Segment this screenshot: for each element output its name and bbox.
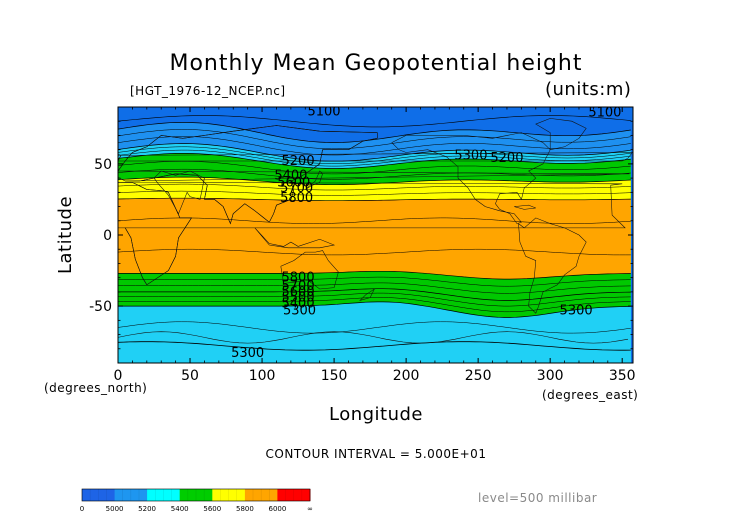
coastlines	[118, 118, 633, 344]
contour-orange-n	[118, 217, 631, 224]
coastline-1	[153, 170, 205, 215]
colorbar-tick-label: 5600	[203, 505, 221, 513]
colorbar-segment	[212, 489, 246, 501]
contour-polar-n	[118, 115, 631, 128]
x-tick-label: 300	[537, 368, 564, 384]
colorbar-tick-label: 5200	[138, 505, 156, 513]
contour-label: 5200	[490, 151, 523, 166]
contour-orange-s	[118, 248, 631, 256]
colorbar-tick-label: 6000	[268, 505, 286, 513]
y-tick-label: 0	[103, 228, 112, 244]
contour-label: 5300	[231, 346, 264, 361]
contour-polar-s	[118, 341, 631, 351]
coastline-antarctica	[118, 331, 629, 344]
coastline-3	[280, 250, 339, 290]
x-tick-label: 100	[249, 368, 276, 384]
contour-interval-text: CONTOUR INTERVAL = 5.000E+01	[266, 447, 487, 461]
contour-label: 5400	[282, 296, 315, 311]
contour-mid-2-1	[118, 161, 631, 175]
contour-label: 5600	[282, 285, 315, 300]
colorbar-tick-label: ∞	[307, 505, 313, 513]
y-axis-label: Latitude	[55, 196, 76, 274]
contour-2	[118, 153, 631, 169]
colorbar-segment	[82, 489, 116, 501]
contour-label: 5800	[282, 271, 315, 286]
colorbar-segment	[114, 489, 148, 501]
contour-label: 5100	[307, 104, 340, 119]
coastline-wrap-2	[118, 125, 378, 225]
x-tick-label: 250	[465, 368, 492, 384]
contour-label: 5400	[274, 168, 307, 183]
contour-0	[118, 122, 631, 143]
colorbar-tick-label: 0	[80, 505, 84, 513]
x-axis-label: Longitude	[329, 404, 423, 425]
contour-cyan-s	[118, 321, 631, 334]
contour-label: 5600	[277, 175, 310, 190]
x-tick-label: 150	[321, 368, 348, 384]
coastline-7	[391, 132, 551, 224]
contour-mid-5-2	[118, 282, 631, 294]
band-orange	[118, 198, 631, 280]
contour-mid-5-1	[118, 276, 631, 287]
colorbar-tick-label: 5400	[171, 505, 189, 513]
coastline-10	[118, 152, 633, 162]
contour-mid-2-2	[118, 168, 631, 180]
height-bands	[118, 107, 633, 363]
contour-label: 5300	[454, 148, 487, 163]
colorbar-tick-label: 5800	[236, 505, 254, 513]
colorbar-frame	[81, 488, 311, 502]
coastline-11	[514, 204, 536, 210]
coastline-8	[518, 217, 587, 314]
y-tick-label: 50	[94, 157, 112, 173]
coastline-6	[359, 288, 376, 301]
coastline-5	[305, 170, 323, 190]
units-label: (units:m)	[545, 79, 631, 100]
contour-mid-1-2	[118, 149, 631, 167]
contour-7	[118, 301, 631, 318]
contour-label: 5100	[588, 106, 621, 121]
file-label: [HGT_1976-12_NCEP.nc]	[130, 84, 286, 98]
x-tick-label: 0	[114, 368, 123, 384]
contour-5	[118, 270, 631, 280]
chart-title: Monthly Mean Geopotential height	[169, 51, 582, 76]
x-tick-label: 50	[181, 368, 199, 384]
contour-label: 5300	[560, 303, 593, 318]
contour-label: 5500	[282, 291, 315, 306]
x-tick-label: 200	[393, 368, 420, 384]
contour-4	[118, 197, 631, 202]
colorbar-segment	[244, 489, 278, 501]
colorbar-segment	[179, 489, 213, 501]
contour-lines	[118, 115, 631, 351]
x-unit-label: (degrees_east)	[542, 388, 638, 402]
level-label: level=500 millibar	[478, 491, 597, 505]
y-tick-label: -50	[89, 299, 112, 315]
contour-mid-6-2	[118, 297, 631, 313]
contour-1	[118, 143, 631, 162]
contour-mid-6-1	[118, 292, 631, 307]
contour-label: 5700	[280, 181, 313, 196]
colorbar: 0 5000 5200 5400 5600 5800 6000 ∞	[80, 488, 313, 513]
contour-mid-3-1	[118, 183, 631, 191]
coastline-wrap-0	[118, 182, 193, 286]
contour-label: 5800	[280, 191, 313, 206]
contour-mid-0-1	[118, 129, 631, 150]
axes: 0 50 100 150 200 250 300 350 50 0 -50	[89, 107, 636, 384]
contour-mid-3-2	[118, 190, 631, 196]
coastline-4	[254, 227, 336, 249]
y-unit-label: (degrees_north)	[44, 381, 147, 395]
band-green-south	[118, 288, 631, 318]
contour-label: 5700	[282, 279, 315, 294]
contour-label: 5300	[283, 303, 316, 318]
colorbar-tick-label: 5000	[106, 505, 124, 513]
contour-mid-0-2	[118, 136, 631, 156]
coastline-9	[535, 118, 587, 150]
contour-label: 5200	[282, 154, 315, 169]
colorbar-segment	[147, 489, 181, 501]
x-tick-label: 350	[609, 368, 636, 384]
colorbar-segment	[277, 489, 311, 501]
